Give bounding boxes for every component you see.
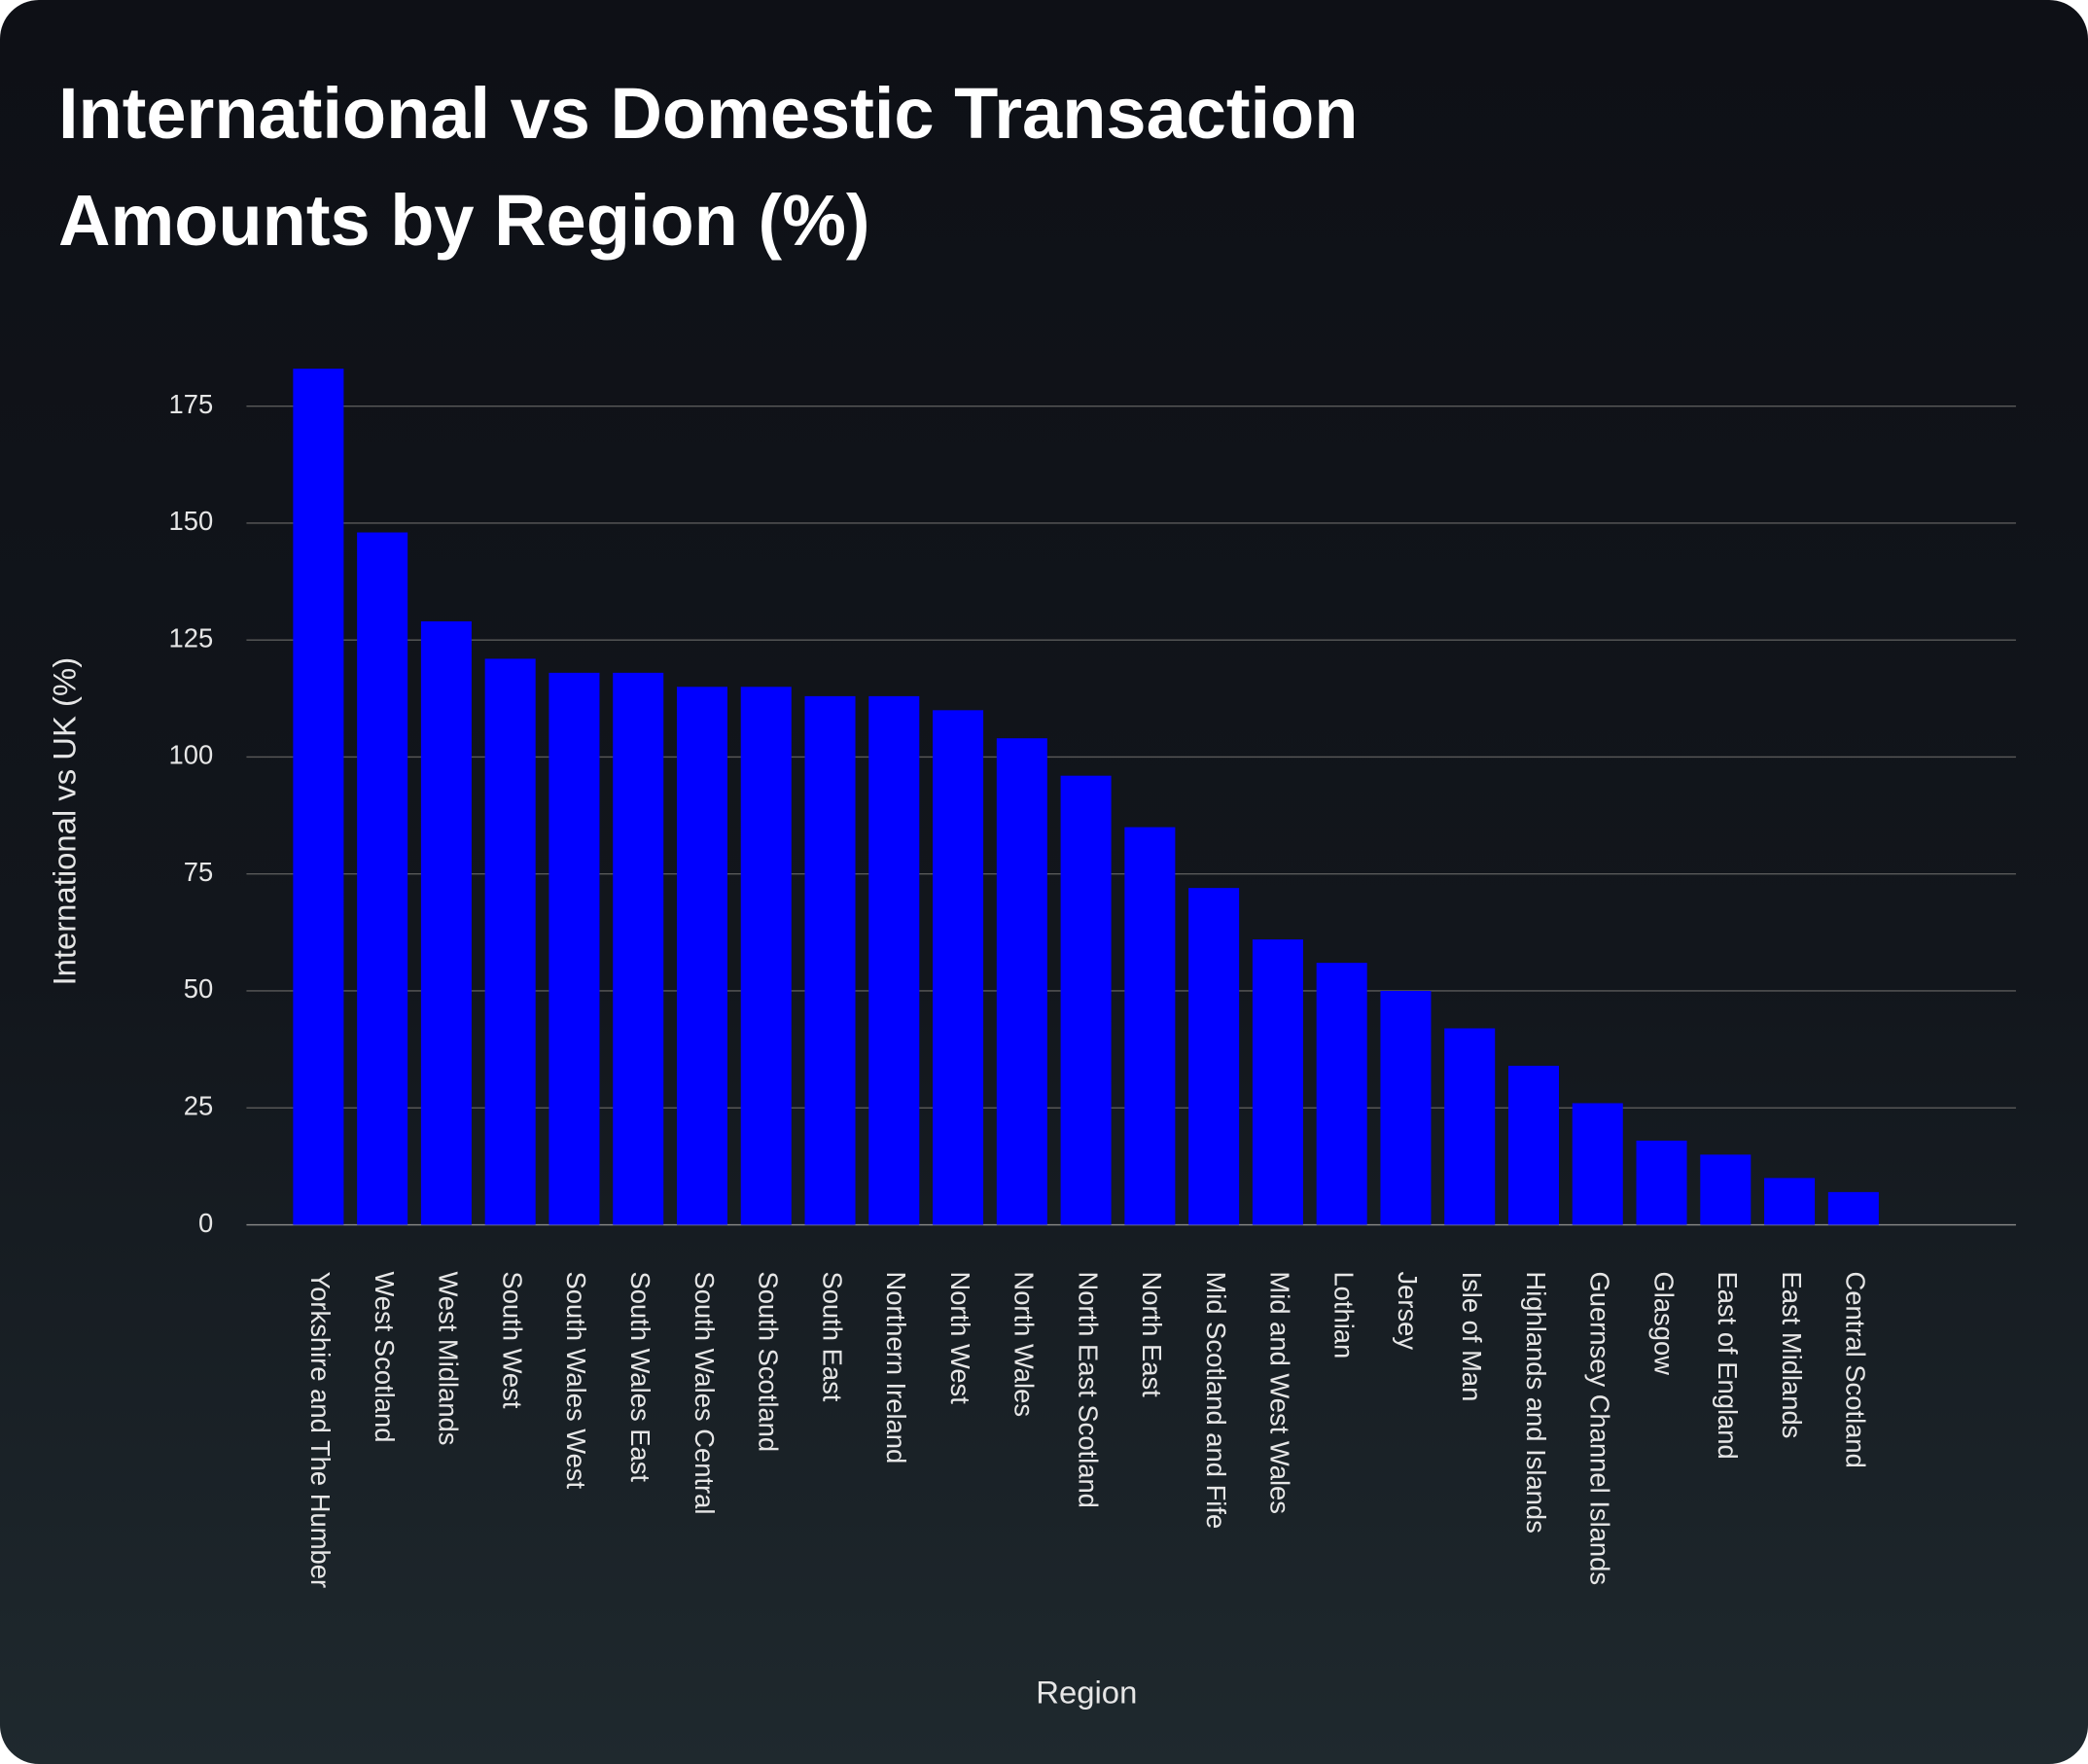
bar [804, 695, 856, 1225]
bar [1507, 1065, 1559, 1225]
bar [1124, 827, 1176, 1225]
x-tick-label: East of England [1713, 1271, 1743, 1459]
x-tick-label: Guernsey Channel Islands [1585, 1271, 1615, 1585]
y-tick-label: 175 [169, 389, 214, 419]
bar [1252, 939, 1303, 1225]
bar [293, 369, 344, 1225]
bar [1827, 1191, 1879, 1225]
bar [868, 695, 920, 1225]
bar [484, 658, 536, 1225]
y-tick-label: 150 [169, 506, 214, 536]
x-tick-label: South East [817, 1271, 847, 1401]
bar [1316, 963, 1367, 1225]
x-tick-label: South Wales East [625, 1271, 655, 1482]
bar [1636, 1140, 1687, 1225]
bar [1764, 1178, 1816, 1225]
bar [1188, 888, 1240, 1225]
y-tick-label: 100 [169, 740, 214, 770]
x-tick-label: North Wales [1009, 1271, 1040, 1417]
bar [1572, 1103, 1623, 1225]
y-tick-label: 50 [184, 973, 213, 1004]
chart-title: International vs Domestic Transaction Am… [58, 73, 1359, 261]
y-tick-label: 75 [184, 857, 213, 887]
x-tick-label: North East [1137, 1271, 1167, 1397]
x-axis-label: Region [1036, 1674, 1137, 1710]
bar [676, 687, 727, 1225]
bar [549, 672, 600, 1225]
y-axis-label: International vs UK (%) [46, 657, 82, 986]
bar [1444, 1028, 1496, 1225]
x-tick-label: Mid and West Wales [1265, 1271, 1295, 1514]
x-tick-label: Glasgow [1648, 1271, 1679, 1375]
x-tick-label: Isle of Man [1457, 1271, 1487, 1401]
bar [613, 672, 664, 1225]
x-tick-label: Highlands and Islands [1521, 1271, 1551, 1533]
x-tick-label: West Scotland [370, 1271, 400, 1442]
bar [357, 532, 408, 1225]
x-tick-label: South Wales Central [690, 1271, 720, 1514]
x-tick-label: Lothian [1328, 1271, 1359, 1358]
x-tick-label: West Midlands [434, 1271, 464, 1445]
y-tick-label: 0 [198, 1208, 213, 1238]
x-tick-label: South Scotland [754, 1271, 784, 1452]
x-tick-label: North West [945, 1271, 975, 1404]
x-tick-label: South West [497, 1271, 527, 1408]
x-tick-label: Mid Scotland and Fife [1201, 1271, 1231, 1529]
bar [996, 738, 1047, 1225]
bar [1060, 775, 1112, 1225]
x-tick-label: East Midlands [1777, 1271, 1807, 1438]
bar [1380, 990, 1432, 1225]
bar [420, 620, 472, 1225]
x-tick-label: North East Scotland [1073, 1271, 1103, 1507]
x-tick-label: South Wales West [561, 1271, 591, 1489]
x-tick-label: Central Scotland [1841, 1271, 1871, 1467]
x-tick-label: Northern Ireland [881, 1271, 911, 1464]
bar [933, 710, 984, 1225]
y-tick-label: 125 [169, 622, 214, 653]
bar [740, 687, 792, 1225]
x-tick-label: Yorkshire and The Humber [305, 1271, 336, 1588]
y-tick-label: 25 [184, 1090, 213, 1120]
bar [1700, 1154, 1752, 1225]
x-tick-label: Jersey [1393, 1271, 1423, 1350]
